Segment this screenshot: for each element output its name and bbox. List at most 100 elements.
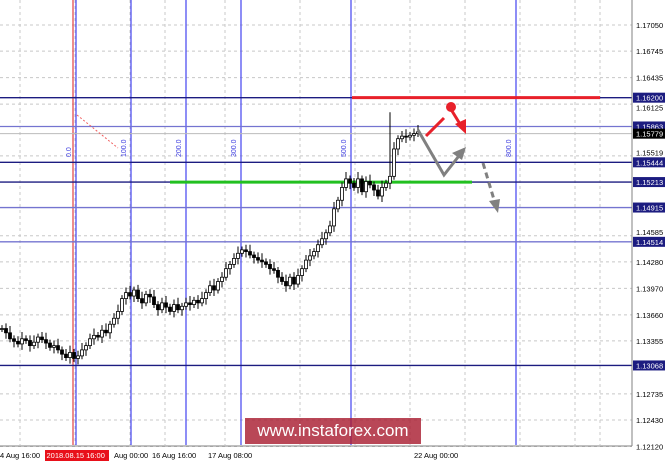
candle-body bbox=[396, 138, 400, 150]
candle-body bbox=[372, 184, 376, 191]
price-level-label: 1.14514 bbox=[636, 238, 663, 247]
candle-body bbox=[312, 251, 316, 257]
candle-body bbox=[100, 329, 104, 338]
candle-body bbox=[60, 349, 64, 355]
candle-body bbox=[260, 259, 264, 263]
candle-body bbox=[284, 281, 288, 287]
scenario-arrow-gray bbox=[416, 129, 464, 178]
arrowhead-icon bbox=[452, 147, 466, 160]
candle-body bbox=[316, 244, 320, 252]
candle-body bbox=[0, 328, 4, 330]
candle-body bbox=[228, 263, 232, 270]
fib-time-label: 300.0 bbox=[231, 139, 238, 157]
watermark: www.instaforex.com bbox=[245, 418, 421, 444]
candle-body bbox=[412, 133, 416, 136]
current-price-tag bbox=[633, 128, 665, 139]
candle-body bbox=[404, 135, 408, 138]
candle-body bbox=[296, 275, 300, 285]
candle-body bbox=[388, 175, 392, 184]
candle-body bbox=[176, 304, 180, 311]
price-tick-label: 1.16125 bbox=[636, 104, 663, 113]
candle-body bbox=[92, 334, 96, 340]
candle-body bbox=[356, 178, 360, 188]
candle-body bbox=[240, 249, 244, 254]
candle-body bbox=[128, 292, 132, 297]
candle-body bbox=[48, 342, 52, 348]
arrowhead-icon bbox=[455, 119, 466, 134]
candle-body bbox=[340, 187, 344, 201]
candle-body bbox=[344, 178, 348, 188]
price-tick-label: 1.13355 bbox=[636, 337, 663, 346]
price-tick-label: 1.13970 bbox=[636, 284, 663, 293]
candle-body bbox=[200, 298, 204, 304]
candle-body bbox=[20, 338, 24, 345]
scenario-arrow-red bbox=[424, 116, 446, 138]
candle-body bbox=[124, 292, 128, 299]
candle-body bbox=[108, 323, 112, 334]
candle-body bbox=[76, 355, 80, 359]
candle-body bbox=[144, 293, 148, 304]
candle-body bbox=[364, 181, 368, 193]
time-tick-label: 16 Aug 16:00 bbox=[152, 451, 196, 460]
price-tick-label: 1.14585 bbox=[636, 228, 663, 237]
candle-body bbox=[380, 187, 384, 197]
candle-body bbox=[96, 334, 100, 338]
candle-body bbox=[248, 251, 252, 256]
candle-body bbox=[148, 293, 152, 298]
price-level-label: 1.15863 bbox=[636, 122, 663, 131]
candle-body bbox=[264, 261, 268, 265]
candle-body bbox=[244, 249, 248, 252]
candle-body bbox=[80, 349, 84, 357]
time-tick-label: 17 Aug 08:00 bbox=[208, 451, 252, 460]
candle-body bbox=[308, 255, 312, 261]
candle-body bbox=[328, 225, 332, 234]
price-tick-label: 1.16745 bbox=[636, 47, 663, 56]
candle-body bbox=[384, 182, 388, 188]
candle-body bbox=[84, 345, 88, 351]
fib-time-label: 800.0 bbox=[506, 139, 513, 157]
candle-body bbox=[272, 268, 276, 271]
candle-body bbox=[196, 299, 200, 304]
candle-body bbox=[132, 289, 136, 297]
candle-body bbox=[88, 338, 92, 347]
candle-body bbox=[320, 238, 324, 246]
pivot-dot bbox=[446, 102, 456, 112]
candle-body bbox=[292, 276, 296, 285]
price-tick-label: 1.15519 bbox=[636, 148, 663, 157]
candle-body bbox=[184, 302, 188, 307]
candle-body bbox=[400, 135, 404, 140]
scenario-arrow-red bbox=[450, 110, 462, 125]
candle-body bbox=[160, 302, 164, 311]
candle-body bbox=[4, 328, 8, 334]
candle-body bbox=[232, 258, 236, 265]
candle-body bbox=[104, 329, 108, 334]
price-level-tag bbox=[633, 202, 665, 213]
candle-body bbox=[288, 276, 292, 287]
candle-body bbox=[216, 281, 220, 291]
fib-time-label: 0.0 bbox=[66, 147, 73, 157]
candle-body bbox=[268, 263, 272, 270]
price-level-tag bbox=[633, 360, 665, 371]
candle-body bbox=[56, 345, 60, 351]
price-level-tag bbox=[633, 177, 665, 188]
price-level-label: 1.15444 bbox=[636, 158, 663, 167]
candle-body bbox=[28, 340, 32, 347]
candle-body bbox=[8, 332, 12, 340]
candle-body bbox=[172, 304, 176, 312]
candle-body bbox=[16, 340, 20, 345]
candle-body bbox=[52, 345, 56, 348]
price-level-tag bbox=[633, 121, 665, 132]
price-tick-label: 1.14280 bbox=[636, 258, 663, 267]
candle-body bbox=[368, 181, 372, 186]
candle-body bbox=[236, 252, 240, 259]
candle-body bbox=[332, 208, 336, 227]
candle-body bbox=[112, 317, 116, 325]
candle-body bbox=[408, 134, 412, 138]
candle-body bbox=[140, 298, 144, 304]
candle-body bbox=[168, 306, 172, 312]
candle-body bbox=[392, 148, 396, 177]
candle-body bbox=[276, 269, 280, 278]
candle-body bbox=[300, 268, 304, 276]
price-tick-label: 1.16435 bbox=[636, 74, 663, 83]
candle-body bbox=[68, 352, 72, 358]
